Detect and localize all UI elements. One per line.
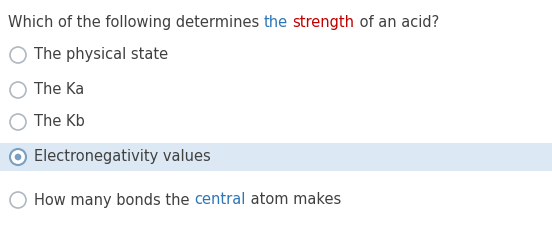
Text: atom makes: atom makes [246,192,341,208]
Text: Electronegativity values: Electronegativity values [34,149,211,165]
Text: How many bonds the: How many bonds the [34,192,194,208]
Text: The Kb: The Kb [34,114,85,130]
Text: of an acid?: of an acid? [354,15,439,30]
Circle shape [10,47,26,63]
Text: the: the [264,15,288,30]
Circle shape [15,154,22,160]
Text: Which of the following determines: Which of the following determines [8,15,264,30]
Text: The physical state: The physical state [34,47,168,62]
Circle shape [10,82,26,98]
Text: strength: strength [293,15,354,30]
Circle shape [10,192,26,208]
Circle shape [10,114,26,130]
Text: The Ka: The Ka [34,83,84,97]
FancyBboxPatch shape [0,143,552,171]
Text: central: central [194,192,246,208]
Circle shape [10,149,26,165]
